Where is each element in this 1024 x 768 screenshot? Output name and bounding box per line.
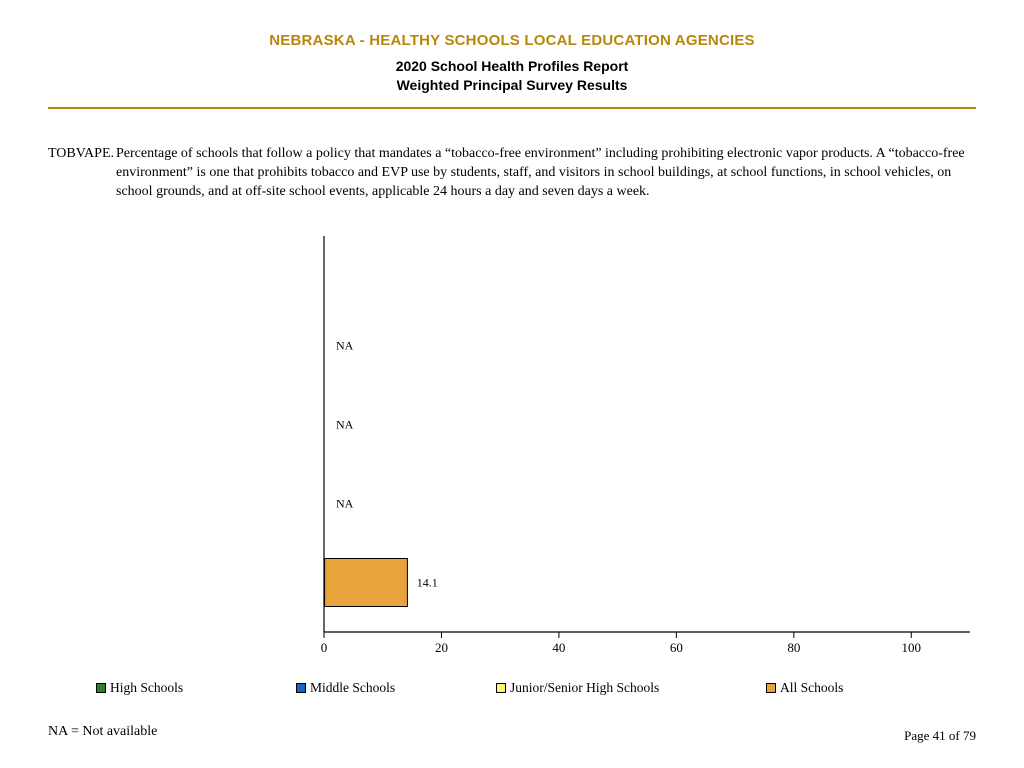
bar-chart-svg: 0 20 40 60 80 100 NA NA NA 14.1 <box>320 232 976 652</box>
header-subtitle-line2: Weighted Principal Survey Results <box>0 76 1024 95</box>
legend-label: High Schools <box>110 680 183 696</box>
legend-item: Junior/Senior High Schools <box>496 680 659 696</box>
na-footnote: NA = Not available <box>48 724 157 740</box>
page-number: Page 41 of 79 <box>904 728 976 744</box>
variable-code: TOBVAPE. <box>48 145 116 202</box>
legend-item: All Schools <box>766 680 843 696</box>
legend-swatch <box>296 683 306 693</box>
legend-swatch <box>96 683 106 693</box>
x-tick-label: 100 <box>902 640 922 655</box>
x-tick-label: 20 <box>435 640 448 655</box>
x-tick-label: 80 <box>787 640 800 655</box>
variable-text: Percentage of schools that follow a poli… <box>116 145 976 202</box>
legend-label: Middle Schools <box>310 680 395 696</box>
legend-label: All Schools <box>780 680 843 696</box>
variable-description: TOBVAPE. Percentage of schools that foll… <box>48 145 976 202</box>
header-subtitle: 2020 School Health Profiles Report Weigh… <box>0 57 1024 95</box>
legend-item: High Schools <box>96 680 183 696</box>
bar-value-label: 14.1 <box>417 576 438 590</box>
legend-swatch <box>766 683 776 693</box>
bar <box>325 559 408 607</box>
legend-label: Junior/Senior High Schools <box>510 680 659 696</box>
bar-na-label: NA <box>336 339 354 353</box>
header-rule <box>48 107 976 109</box>
legend-swatch <box>496 683 506 693</box>
bar-na-label: NA <box>336 418 354 432</box>
legend-item: Middle Schools <box>296 680 395 696</box>
x-tick-label: 0 <box>321 640 328 655</box>
bar-na-label: NA <box>336 497 354 511</box>
report-header: NEBRASKA - HEALTHY SCHOOLS LOCAL EDUCATI… <box>0 0 1024 95</box>
header-subtitle-line1: 2020 School Health Profiles Report <box>0 57 1024 76</box>
header-title: NEBRASKA - HEALTHY SCHOOLS LOCAL EDUCATI… <box>0 32 1024 49</box>
bar-chart: 0 20 40 60 80 100 NA NA NA 14.1 <box>320 232 976 652</box>
x-tick-label: 60 <box>670 640 683 655</box>
x-tick-label: 40 <box>552 640 565 655</box>
